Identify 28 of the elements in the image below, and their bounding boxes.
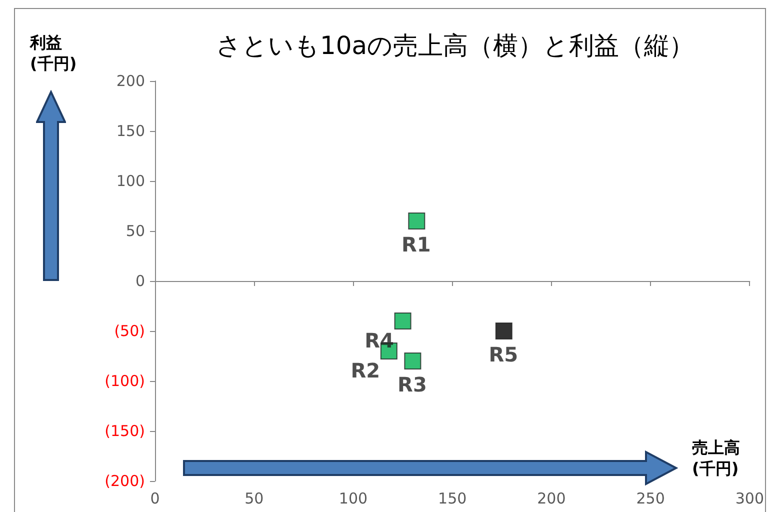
x-axis-title: 売上高 (千円) bbox=[692, 437, 740, 479]
x-tick-label: 50 bbox=[244, 490, 264, 508]
x-tick-label: 150 bbox=[438, 490, 467, 508]
x-tick-label: 300 bbox=[735, 490, 764, 508]
x-tick-label: 100 bbox=[338, 490, 368, 508]
data-label: R4 bbox=[364, 328, 394, 352]
y-tick-label: (200) bbox=[104, 472, 145, 490]
x-tick-label: 0 bbox=[150, 490, 160, 508]
point bbox=[408, 212, 426, 230]
x-tick-label: 250 bbox=[636, 490, 665, 508]
data-label: R5 bbox=[488, 342, 518, 366]
data-label: R2 bbox=[350, 358, 380, 382]
data-label: R1 bbox=[401, 232, 431, 256]
y-tick-label: 50 bbox=[126, 222, 145, 240]
y-tick-label: 200 bbox=[116, 72, 145, 90]
y-tick-label: 0 bbox=[135, 272, 145, 290]
point bbox=[404, 352, 422, 370]
x-tick-label: 200 bbox=[537, 490, 566, 508]
y-tick-label: (100) bbox=[104, 372, 145, 390]
chart-title: さといも10aの売上高（横）と利益（縦） bbox=[216, 31, 694, 60]
y-axis-title: 利益 (千円) bbox=[30, 32, 77, 74]
y-tick-label: (50) bbox=[114, 322, 145, 340]
point bbox=[495, 322, 512, 340]
point bbox=[394, 312, 412, 330]
data-label: R3 bbox=[398, 372, 427, 396]
y-tick-label: (150) bbox=[104, 422, 145, 440]
y-tick-label: 100 bbox=[116, 172, 145, 190]
y-tick-label: 150 bbox=[116, 122, 145, 140]
